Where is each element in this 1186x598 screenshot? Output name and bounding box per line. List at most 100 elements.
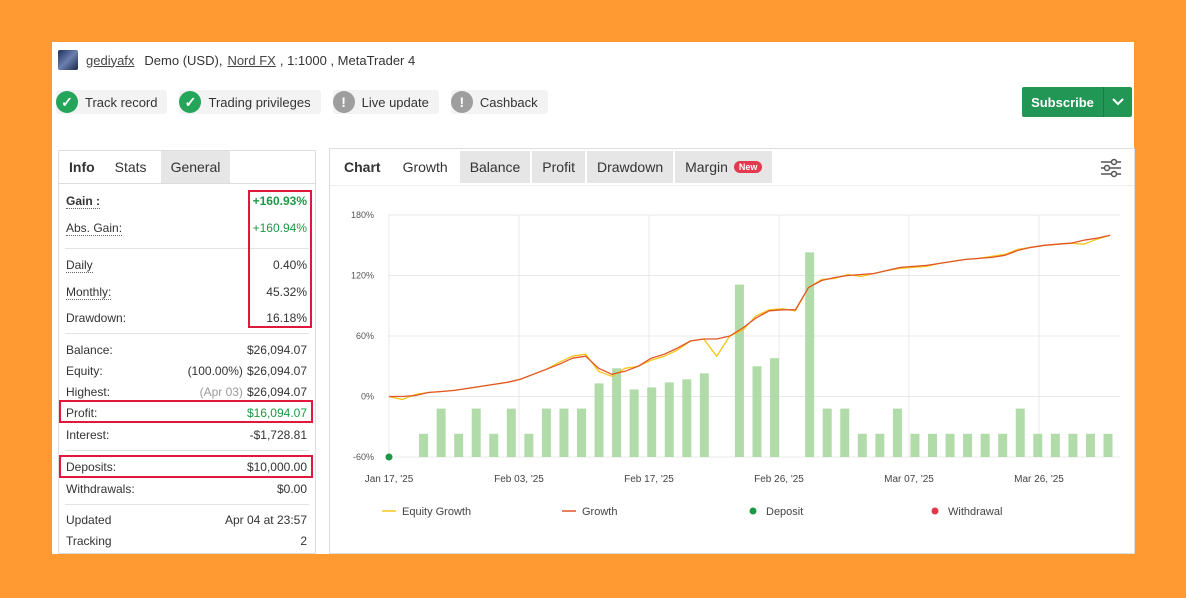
- stat-updated: Updated Apr 04 at 23:57: [66, 512, 307, 528]
- growth-bar: [1050, 433, 1060, 457]
- tab-info[interactable]: Info: [69, 159, 95, 175]
- legend-swatch: [931, 507, 939, 515]
- badge-label: Trading privileges: [208, 94, 311, 110]
- username-link[interactable]: gediyafx: [86, 52, 135, 68]
- stat-label: Interest:: [66, 428, 110, 442]
- stat-value: -$1,728.81: [249, 428, 307, 442]
- chart-panel: Chart Growth Balance Profit Drawdown Mar…: [329, 148, 1135, 554]
- stat-deposits: Deposits: $10,000.00: [66, 459, 307, 475]
- divider: [65, 504, 309, 505]
- deposit-marker: [385, 453, 393, 461]
- growth-bar: [892, 408, 902, 457]
- growth-bar: [857, 433, 867, 457]
- growth-bar: [945, 433, 955, 457]
- stat-value: 2: [300, 534, 307, 548]
- badge-track-record[interactable]: ✓ Track record: [56, 90, 168, 114]
- tab-margin-label: Margin: [685, 159, 728, 175]
- subscribe-label[interactable]: Subscribe: [1022, 87, 1104, 117]
- account-type: Demo (USD),: [144, 52, 223, 68]
- stat-label: Balance:: [66, 343, 113, 357]
- growth-bar: [910, 433, 920, 457]
- growth-line: [389, 234, 1111, 398]
- tab-growth[interactable]: Growth: [392, 151, 458, 183]
- y-tick-label: 60%: [356, 331, 374, 341]
- tab-stats[interactable]: Stats: [104, 151, 157, 183]
- growth-bar: [805, 252, 815, 457]
- x-tick-label: Feb 03, '25: [494, 474, 544, 485]
- stat-daily: Daily 0.40%: [66, 257, 307, 273]
- stat-value: $0.00: [276, 482, 307, 496]
- growth-bar: [998, 433, 1008, 457]
- growth-bar: [471, 408, 481, 457]
- growth-bar: [1085, 433, 1095, 457]
- stat-value: +160.93%: [252, 194, 307, 208]
- highlight-box-profit: [59, 400, 313, 423]
- leverage-platform: , 1:1000 , MetaTrader 4: [279, 52, 416, 68]
- badge-cashback[interactable]: ! Cashback: [450, 90, 548, 114]
- highlight-box-deposits: [59, 455, 313, 478]
- x-tick-label: Mar 07, '25: [884, 474, 934, 485]
- badge-label: Live update: [361, 94, 429, 110]
- stat-value: 0.40%: [272, 258, 307, 272]
- tab-margin[interactable]: Margin New: [675, 151, 773, 183]
- tab-profit[interactable]: Profit: [532, 151, 585, 183]
- legend-label: Growth: [582, 506, 617, 518]
- growth-bar: [770, 358, 780, 457]
- stats-tabs: Info Stats General: [59, 151, 315, 184]
- stat-gain: Gain : +160.93%: [66, 193, 307, 209]
- tab-balance[interactable]: Balance: [459, 151, 531, 183]
- stat-value-group: (100.00%) $26,094.07: [188, 364, 307, 378]
- tab-general[interactable]: General: [160, 151, 231, 183]
- broker-link[interactable]: Nord FX: [227, 52, 276, 68]
- stat-value: $26,094.07: [246, 364, 307, 378]
- stat-value-group: (Apr 03) $26,094.07: [200, 385, 307, 399]
- badge-trading-privileges[interactable]: ✓ Trading privileges: [179, 90, 321, 114]
- stat-label[interactable]: Daily: [66, 257, 93, 273]
- stat-label: Withdrawals:: [66, 482, 135, 496]
- stat-drawdown: Drawdown: 16.18%: [66, 310, 307, 326]
- badge-label: Cashback: [479, 94, 538, 110]
- avatar[interactable]: [58, 50, 78, 70]
- stat-value: 45.32%: [266, 285, 307, 299]
- stat-value: $26,094.07: [246, 343, 307, 357]
- growth-bar: [980, 433, 990, 457]
- x-tick-label: Jan 17, '25: [365, 474, 414, 485]
- stat-label: Deposits:: [66, 460, 117, 474]
- stat-label: Highest:: [66, 385, 111, 399]
- subscribe-button[interactable]: Subscribe: [1022, 87, 1132, 117]
- divider: [65, 450, 309, 451]
- stat-monthly: Monthly: 45.32%: [66, 284, 307, 300]
- growth-bar: [629, 389, 639, 457]
- growth-bar: [506, 408, 516, 457]
- growth-bar: [612, 368, 622, 457]
- growth-bar: [928, 433, 937, 457]
- tab-drawdown[interactable]: Drawdown: [586, 151, 674, 183]
- stat-label[interactable]: Abs. Gain:: [66, 220, 123, 236]
- divider: [65, 248, 309, 249]
- y-tick-label: 0%: [361, 392, 374, 402]
- account-header: gediyafx Demo (USD), Nord FX , 1:1000 , …: [58, 50, 415, 70]
- stat-label[interactable]: Monthly:: [66, 284, 112, 300]
- account-card: gediyafx Demo (USD), Nord FX , 1:1000 , …: [52, 42, 1135, 554]
- x-tick-label: Feb 17, '25: [624, 474, 674, 485]
- growth-bar: [752, 366, 762, 457]
- growth-bar: [1068, 433, 1078, 457]
- y-tick-label: -60%: [353, 452, 374, 462]
- growth-bar: [454, 433, 464, 457]
- stat-label: Drawdown:: [66, 311, 127, 325]
- stat-value: $10,000.00: [246, 460, 307, 474]
- exclamation-icon: !: [332, 91, 355, 113]
- stat-label[interactable]: Gain :: [66, 193, 101, 209]
- growth-bar: [419, 433, 429, 457]
- growth-bar: [875, 433, 885, 457]
- legend-swatch: [749, 507, 757, 515]
- legend-label: Withdrawal: [948, 506, 1002, 518]
- equity-percent: (100.00%): [187, 364, 243, 378]
- badge-live-update[interactable]: ! Live update: [332, 90, 439, 114]
- growth-bar: [734, 284, 744, 457]
- stat-label: Profit:: [66, 406, 98, 420]
- chevron-down-icon[interactable]: [1104, 87, 1132, 117]
- settings-sliders-icon[interactable]: [1100, 158, 1122, 178]
- stat-withdrawals: Withdrawals: $0.00: [66, 481, 307, 497]
- growth-bar: [559, 408, 569, 457]
